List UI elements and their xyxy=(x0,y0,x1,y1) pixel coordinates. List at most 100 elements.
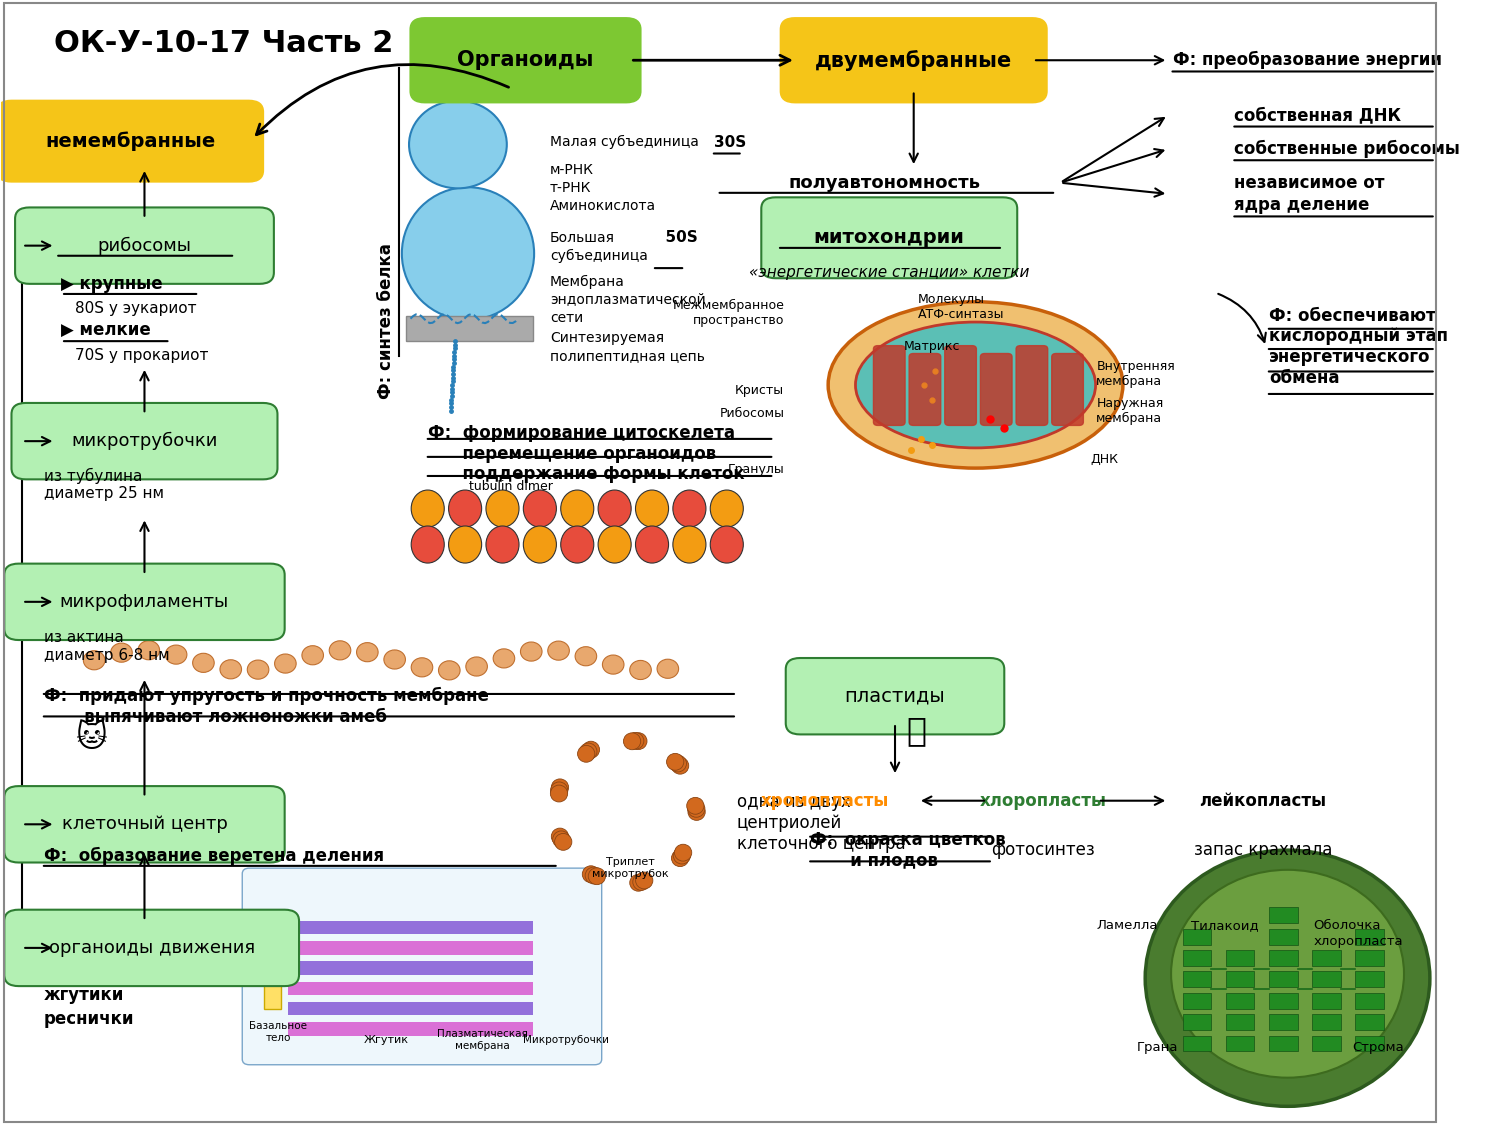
Ellipse shape xyxy=(552,778,568,795)
Bar xyxy=(1269,1035,1298,1051)
Text: Ф:  образование веретена деления: Ф: образование веретена деления xyxy=(44,847,384,865)
Ellipse shape xyxy=(410,101,507,188)
FancyBboxPatch shape xyxy=(4,910,298,987)
Text: Аминокислота: Аминокислота xyxy=(550,199,656,214)
Ellipse shape xyxy=(1172,870,1404,1078)
FancyBboxPatch shape xyxy=(780,18,1047,102)
Text: ▶ мелкие: ▶ мелкие xyxy=(62,322,152,340)
Bar xyxy=(1269,929,1298,945)
Text: клеточный центр: клеточный центр xyxy=(62,816,228,834)
Bar xyxy=(1354,1035,1384,1051)
FancyArrow shape xyxy=(288,921,532,935)
Ellipse shape xyxy=(561,490,594,528)
Ellipse shape xyxy=(486,526,519,562)
Bar xyxy=(1226,1015,1254,1029)
Text: Молекулы
АТФ-синтазы: Молекулы АТФ-синтазы xyxy=(918,294,1005,322)
FancyBboxPatch shape xyxy=(786,658,1005,735)
Text: лейкопласты: лейкопласты xyxy=(1200,792,1326,810)
Ellipse shape xyxy=(624,732,640,749)
Bar xyxy=(1354,993,1384,1009)
Ellipse shape xyxy=(666,754,684,771)
Bar xyxy=(1312,972,1341,988)
Ellipse shape xyxy=(165,645,188,664)
Ellipse shape xyxy=(630,874,646,891)
Bar xyxy=(1226,993,1254,1009)
FancyBboxPatch shape xyxy=(242,868,602,1064)
Bar xyxy=(1354,1015,1384,1029)
Text: Базальное
тело: Базальное тело xyxy=(249,1022,308,1043)
Ellipse shape xyxy=(636,490,669,528)
Ellipse shape xyxy=(603,655,624,674)
Text: Плазматическая
мембрана: Плазматическая мембрана xyxy=(436,1029,528,1051)
Text: реснички: реснички xyxy=(44,1009,135,1027)
Text: м-РНК: м-РНК xyxy=(550,163,594,178)
Text: Кристы: Кристы xyxy=(735,384,784,397)
Text: митохондрии: митохондрии xyxy=(815,228,965,248)
Text: Ф:  окраска цветков
       и плодов: Ф: окраска цветков и плодов xyxy=(810,830,1006,870)
Text: т-РНК: т-РНК xyxy=(550,181,591,196)
Text: 30S: 30S xyxy=(714,135,746,150)
Ellipse shape xyxy=(357,642,378,662)
Text: хлоропласта: хлоропласта xyxy=(1314,935,1402,947)
Text: рибосомы: рибосомы xyxy=(98,236,192,254)
Bar xyxy=(1182,951,1212,966)
Bar xyxy=(1269,908,1298,924)
Ellipse shape xyxy=(711,526,744,562)
Bar xyxy=(1182,972,1212,988)
Text: Межмембранное
пространство: Межмембранное пространство xyxy=(672,299,784,327)
Ellipse shape xyxy=(111,644,132,663)
Ellipse shape xyxy=(550,782,568,799)
Bar xyxy=(1182,993,1212,1009)
Text: субъединица: субъединица xyxy=(550,249,648,263)
Text: «энергетические станции» клетки: «энергетические станции» клетки xyxy=(748,266,1029,280)
Bar xyxy=(1182,929,1212,945)
Ellipse shape xyxy=(687,798,703,814)
Ellipse shape xyxy=(411,658,434,677)
Ellipse shape xyxy=(248,660,268,680)
Ellipse shape xyxy=(675,844,692,861)
Ellipse shape xyxy=(672,849,688,866)
FancyArrow shape xyxy=(288,1002,532,1016)
Text: одна из двух
центриолей
клеточного центра: одна из двух центриолей клеточного центр… xyxy=(736,793,906,853)
Ellipse shape xyxy=(524,526,556,562)
Text: диаметр 6-8 нм: диаметр 6-8 нм xyxy=(44,648,170,664)
Ellipse shape xyxy=(582,741,600,758)
FancyArrow shape xyxy=(288,942,532,955)
FancyBboxPatch shape xyxy=(909,353,940,425)
Text: двумембранные: двумембранные xyxy=(815,50,1013,71)
Text: пластиды: пластиды xyxy=(844,686,945,705)
FancyBboxPatch shape xyxy=(762,197,1017,278)
Ellipse shape xyxy=(711,490,744,528)
Text: хлоропласты: хлоропласты xyxy=(980,792,1107,810)
Ellipse shape xyxy=(302,646,324,665)
Ellipse shape xyxy=(138,640,159,659)
Bar xyxy=(1312,1035,1341,1051)
Ellipse shape xyxy=(657,659,678,678)
Ellipse shape xyxy=(411,526,444,562)
Ellipse shape xyxy=(598,490,632,528)
Text: сети: сети xyxy=(550,310,584,324)
Text: Органоиды: Органоиды xyxy=(458,51,594,70)
Bar xyxy=(406,316,532,341)
Text: ОК-У-10-17 Часть 2: ОК-У-10-17 Часть 2 xyxy=(54,29,393,57)
Ellipse shape xyxy=(438,660,460,680)
Ellipse shape xyxy=(627,732,644,749)
Bar xyxy=(1269,1015,1298,1029)
Ellipse shape xyxy=(574,647,597,666)
Text: Малая субъединица: Малая субъединица xyxy=(550,135,699,150)
Text: Грана: Грана xyxy=(1137,1042,1178,1054)
Text: Микротрубочки: Микротрубочки xyxy=(524,1035,609,1045)
Text: запас крахмала: запас крахмала xyxy=(1194,842,1332,860)
Ellipse shape xyxy=(636,526,669,562)
Bar xyxy=(1312,993,1341,1009)
Text: Большая: Большая xyxy=(550,231,615,245)
Bar xyxy=(1269,972,1298,988)
Text: Гранулы: Гранулы xyxy=(728,462,784,476)
Text: немембранные: немембранные xyxy=(45,132,214,151)
Text: независимое от: независимое от xyxy=(1234,173,1385,191)
Ellipse shape xyxy=(524,490,556,528)
Text: Строма: Строма xyxy=(1352,1042,1404,1054)
Text: Внутренняя
мембрана: Внутренняя мембрана xyxy=(1096,360,1174,388)
Text: Триплет
микротрубок: Триплет микротрубок xyxy=(592,857,669,879)
FancyBboxPatch shape xyxy=(981,353,1012,425)
